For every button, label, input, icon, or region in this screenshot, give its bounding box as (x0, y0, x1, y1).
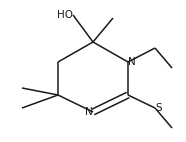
Text: S: S (155, 103, 162, 113)
Text: N: N (85, 107, 93, 117)
Text: HO: HO (57, 10, 73, 20)
Text: N: N (128, 57, 136, 67)
